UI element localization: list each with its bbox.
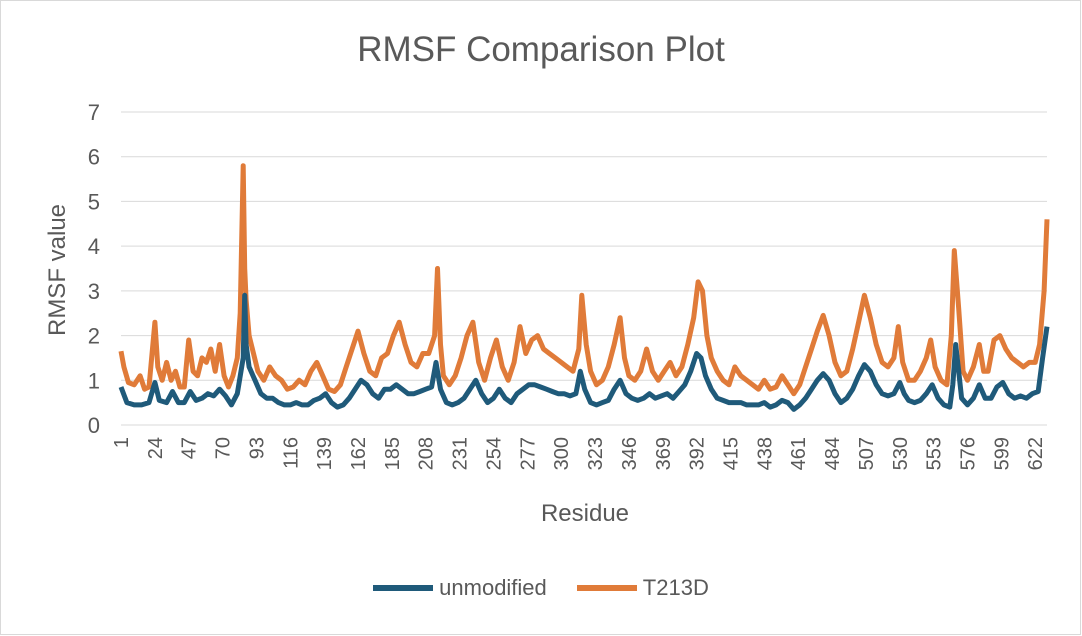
x-tick-label: 530 bbox=[890, 437, 912, 470]
legend-swatch-unmodified bbox=[373, 585, 434, 591]
x-tick-label: 300 bbox=[551, 437, 573, 470]
y-tick-label: 2 bbox=[88, 324, 100, 349]
legend-label-t213d: T213D bbox=[642, 575, 709, 600]
x-tick-label: 415 bbox=[720, 437, 742, 470]
legend-swatch-t213d bbox=[576, 585, 637, 591]
x-tick-label: 47 bbox=[179, 437, 201, 459]
x-tick-label: 553 bbox=[924, 437, 946, 470]
x-axis-title: Residue bbox=[541, 500, 629, 527]
y-axis-ticks: 0 1 2 3 4 5 6 7 bbox=[88, 100, 100, 438]
x-tick-label: 599 bbox=[991, 437, 1013, 470]
x-tick-label: 139 bbox=[314, 437, 336, 470]
x-tick-label: 507 bbox=[856, 437, 878, 470]
x-tick-label: 93 bbox=[246, 437, 268, 459]
x-tick-label: 254 bbox=[483, 437, 505, 470]
y-tick-label: 1 bbox=[88, 368, 100, 393]
x-tick-label: 162 bbox=[348, 437, 370, 470]
x-tick-label: 461 bbox=[788, 437, 810, 470]
y-tick-label: 3 bbox=[88, 279, 100, 304]
y-tick-label: 5 bbox=[88, 189, 100, 214]
y-axis-title: RMSF value bbox=[44, 204, 71, 336]
x-tick-label: 185 bbox=[382, 437, 404, 470]
x-tick-label: 116 bbox=[280, 437, 302, 469]
x-tick-label: 346 bbox=[619, 437, 641, 470]
y-tick-label: 7 bbox=[88, 100, 100, 125]
x-tick-label: 24 bbox=[145, 437, 167, 459]
x-tick-label: 622 bbox=[1025, 437, 1047, 470]
x-axis-ticks: 1 24 47 70 93 116 139 162 185 208 231 254 277 300 323 3… bbox=[111, 437, 1047, 470]
x-tick-label: 484 bbox=[822, 437, 844, 470]
x-tick-label: 576 bbox=[958, 437, 980, 470]
x-tick-label: 323 bbox=[585, 437, 607, 470]
x-tick-label: 231 bbox=[450, 437, 472, 470]
x-tick-label: 438 bbox=[754, 437, 776, 470]
series-line-t213d bbox=[118, 163, 1050, 397]
x-tick-label: 208 bbox=[416, 437, 438, 470]
x-tick-label: 1 bbox=[111, 437, 133, 448]
series-lines bbox=[118, 163, 1050, 412]
legend-label-unmodified: unmodified bbox=[439, 575, 547, 600]
x-tick-label: 369 bbox=[653, 437, 675, 470]
y-tick-label: 4 bbox=[88, 234, 100, 259]
legend: unmodified T213D bbox=[0, 575, 1082, 601]
legend-item-t213d: T213D bbox=[576, 575, 709, 601]
series-line-unmodified bbox=[118, 292, 1050, 412]
x-tick-label: 277 bbox=[517, 437, 539, 470]
x-tick-label: 70 bbox=[213, 437, 235, 459]
x-tick-label: 392 bbox=[687, 437, 709, 470]
y-tick-label: 6 bbox=[88, 145, 100, 170]
chart-title: RMSF Comparison Plot bbox=[357, 30, 725, 69]
y-tick-label: 0 bbox=[88, 413, 100, 438]
legend-item-unmodified: unmodified bbox=[373, 575, 547, 601]
